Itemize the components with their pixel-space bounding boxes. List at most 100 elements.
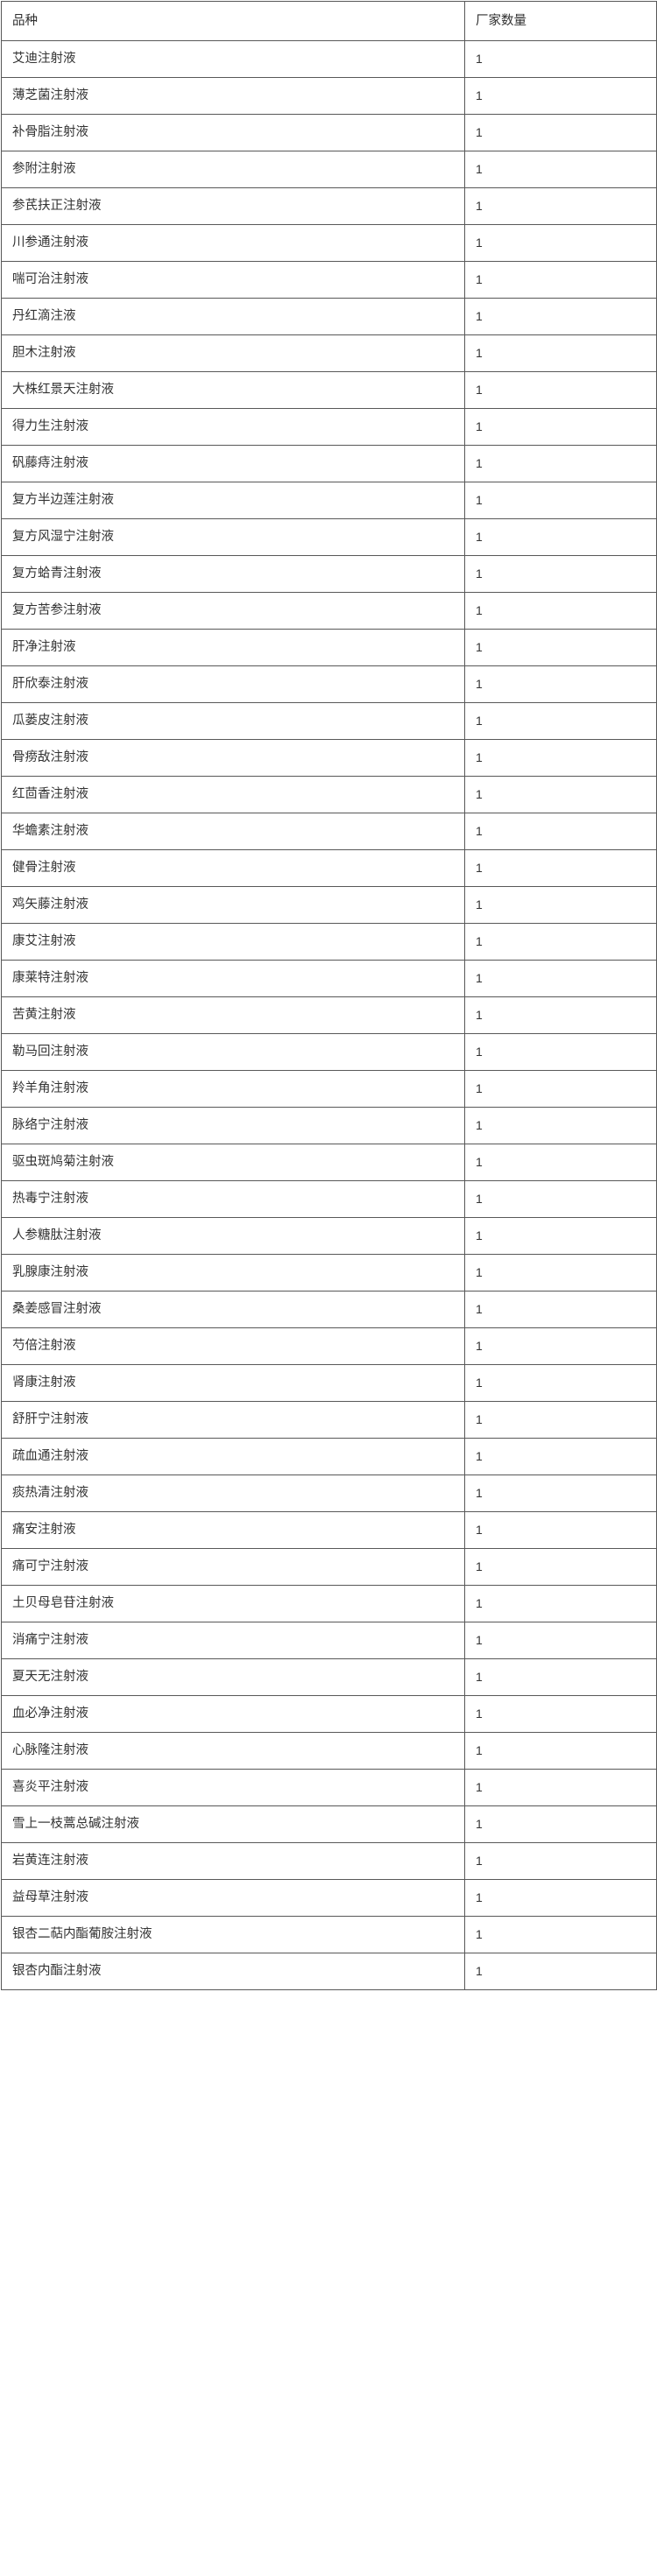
table-row: 丹红滴注液 1 [1, 298, 657, 335]
cell-count: 1 [464, 996, 657, 1034]
table-row: 土贝母皂苷注射液 1 [1, 1585, 657, 1622]
cell-count: 1 [464, 555, 657, 593]
cell-count: 1 [464, 1070, 657, 1108]
cell-variety: 川参通注射液 [1, 224, 465, 262]
cell-variety: 勒马回注射液 [1, 1033, 465, 1071]
cell-count: 1 [464, 1695, 657, 1733]
cell-count: 1 [464, 1548, 657, 1586]
table-row: 消痛宁注射液 1 [1, 1622, 657, 1659]
cell-count: 1 [464, 1842, 657, 1880]
cell-variety: 苦黄注射液 [1, 996, 465, 1034]
cell-count: 1 [464, 1732, 657, 1770]
cell-variety: 鸡矢藤注射液 [1, 886, 465, 924]
cell-variety: 羚羊角注射液 [1, 1070, 465, 1108]
table-row: 肾康注射液 1 [1, 1364, 657, 1402]
cell-variety: 痛安注射液 [1, 1511, 465, 1549]
table-row: 复方风湿宁注射液 1 [1, 518, 657, 556]
table-header-row: 品种 厂家数量 [1, 1, 657, 41]
table-row: 乳腺康注射液 1 [1, 1254, 657, 1292]
cell-count: 1 [464, 1217, 657, 1255]
cell-variety: 复方半边莲注射液 [1, 482, 465, 519]
cell-count: 1 [464, 1658, 657, 1696]
cell-variety: 银杏内酯注射液 [1, 1953, 465, 1990]
table-row: 喘可治注射液 1 [1, 261, 657, 299]
cell-count: 1 [464, 408, 657, 446]
cell-count: 1 [464, 114, 657, 151]
table-row: 红茴香注射液 1 [1, 776, 657, 813]
cell-variety: 肾康注射液 [1, 1364, 465, 1402]
table-row: 华蟾素注射液 1 [1, 813, 657, 850]
cell-count: 1 [464, 1622, 657, 1659]
cell-count: 1 [464, 1144, 657, 1181]
cell-variety: 血必净注射液 [1, 1695, 465, 1733]
table-row: 银杏内酯注射液 1 [1, 1953, 657, 1990]
table-row: 肝欣泰注射液 1 [1, 665, 657, 703]
table-row: 复方苦参注射液 1 [1, 592, 657, 630]
cell-variety: 热毒宁注射液 [1, 1180, 465, 1218]
table-row: 艾迪注射液 1 [1, 40, 657, 78]
table-row: 参附注射液 1 [1, 151, 657, 188]
cell-count: 1 [464, 665, 657, 703]
cell-count: 1 [464, 518, 657, 556]
table-row: 岩黄连注射液 1 [1, 1842, 657, 1880]
table-row: 大株红景天注射液 1 [1, 371, 657, 409]
table-row: 益母草注射液 1 [1, 1879, 657, 1917]
cell-variety: 土贝母皂苷注射液 [1, 1585, 465, 1622]
column-header-variety: 品种 [1, 1, 465, 41]
cell-count: 1 [464, 261, 657, 299]
cell-variety: 康莱特注射液 [1, 960, 465, 997]
cell-variety: 复方风湿宁注射液 [1, 518, 465, 556]
cell-count: 1 [464, 739, 657, 777]
cell-count: 1 [464, 629, 657, 666]
cell-variety: 丹红滴注液 [1, 298, 465, 335]
table-row: 银杏二萜内酯葡胺注射液 1 [1, 1916, 657, 1953]
cell-variety: 芍倍注射液 [1, 1327, 465, 1365]
cell-variety: 喜炎平注射液 [1, 1769, 465, 1806]
cell-count: 1 [464, 1033, 657, 1071]
cell-count: 1 [464, 1180, 657, 1218]
table-row: 痛可宁注射液 1 [1, 1548, 657, 1586]
table-row: 疏血通注射液 1 [1, 1438, 657, 1475]
cell-variety: 矾藤痔注射液 [1, 445, 465, 482]
table-row: 桑姜感冒注射液 1 [1, 1291, 657, 1328]
cell-count: 1 [464, 187, 657, 225]
table-row: 川参通注射液 1 [1, 224, 657, 262]
cell-variety: 肝净注射液 [1, 629, 465, 666]
cell-count: 1 [464, 1916, 657, 1953]
table-row: 人参糖肽注射液 1 [1, 1217, 657, 1255]
cell-variety: 骨痨敌注射液 [1, 739, 465, 777]
table-row: 康艾注射液 1 [1, 923, 657, 961]
cell-count: 1 [464, 849, 657, 887]
cell-count: 1 [464, 1769, 657, 1806]
cell-count: 1 [464, 1364, 657, 1402]
table-row: 薄芝菌注射液 1 [1, 77, 657, 115]
cell-count: 1 [464, 1107, 657, 1144]
table-row: 补骨脂注射液 1 [1, 114, 657, 151]
cell-count: 1 [464, 298, 657, 335]
table-row: 夏天无注射液 1 [1, 1658, 657, 1696]
cell-variety: 参芪扶正注射液 [1, 187, 465, 225]
table-row: 芍倍注射液 1 [1, 1327, 657, 1365]
cell-count: 1 [464, 445, 657, 482]
cell-variety: 桑姜感冒注射液 [1, 1291, 465, 1328]
table-row: 参芪扶正注射液 1 [1, 187, 657, 225]
cell-count: 1 [464, 1254, 657, 1292]
cell-variety: 健骨注射液 [1, 849, 465, 887]
table-row: 苦黄注射液 1 [1, 996, 657, 1034]
cell-variety: 大株红景天注射液 [1, 371, 465, 409]
table-row: 脉络宁注射液 1 [1, 1107, 657, 1144]
cell-variety: 人参糖肽注射液 [1, 1217, 465, 1255]
table-row: 矾藤痔注射液 1 [1, 445, 657, 482]
cell-count: 1 [464, 371, 657, 409]
table-row: 瓜蒌皮注射液 1 [1, 702, 657, 740]
cell-count: 1 [464, 1805, 657, 1843]
table-body: 艾迪注射液 1 薄芝菌注射液 1 补骨脂注射液 1 参附注射液 1 参芪扶正注射液 1 川参通注射液… [1, 40, 657, 1990]
cell-variety: 痰热清注射液 [1, 1475, 465, 1512]
table-row: 痛安注射液 1 [1, 1511, 657, 1549]
table-row: 羚羊角注射液 1 [1, 1070, 657, 1108]
cell-variety: 参附注射液 [1, 151, 465, 188]
cell-variety: 雪上一枝蒿总碱注射液 [1, 1805, 465, 1843]
cell-variety: 艾迪注射液 [1, 40, 465, 78]
table-row: 驱虫斑鸠菊注射液 1 [1, 1144, 657, 1181]
cell-count: 1 [464, 1879, 657, 1917]
